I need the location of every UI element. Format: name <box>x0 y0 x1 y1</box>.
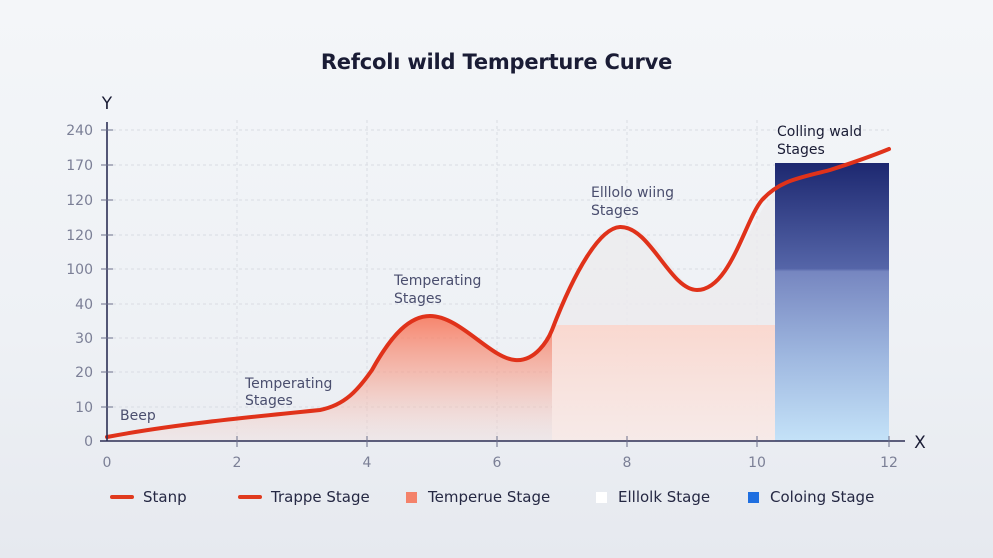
legend-label: Temperue Stage <box>428 488 551 506</box>
line-swatch-icon <box>238 495 262 499</box>
y-tick-label: 20 <box>75 365 93 381</box>
temperature-curve <box>105 147 891 439</box>
legend-item-coloing-stage: Coloing Stage <box>748 488 874 506</box>
annotation-beep: Beep <box>120 408 156 424</box>
y-tick-label: 30 <box>75 331 93 347</box>
x-tick-label: 2 <box>233 455 242 471</box>
legend-item-ellolk-stage: Elllolk Stage <box>596 488 748 506</box>
annotation-temperating-2: Temperating <box>393 273 481 289</box>
ellolk-stage-region <box>552 325 775 441</box>
box-swatch-icon <box>406 491 417 503</box>
coloing-stage-region <box>775 163 889 441</box>
annotation-colling: Colling wald <box>777 124 862 140</box>
x-tick-label: 0 <box>103 455 112 471</box>
annotation-temperating-1: Temperating <box>244 376 332 392</box>
y-tick-label: 120 <box>66 193 93 209</box>
temperue-stage-region <box>107 316 552 441</box>
y-tick-label: 170 <box>66 158 93 174</box>
chart-legend: Stanp Trappe Stage Temperue Stage Elllol… <box>110 486 874 508</box>
legend-label: Coloing Stage <box>770 488 875 506</box>
legend-label: Trappe Stage <box>271 488 370 506</box>
annotation-ellolo: Stages <box>591 203 639 219</box>
legend-item-trappe-stage: Trappe Stage <box>238 488 406 506</box>
legend-item-stanp: Stanp <box>110 488 238 506</box>
x-tick-label: 12 <box>880 455 898 471</box>
y-tick-label: 10 <box>75 400 93 416</box>
annotation-temperating-1: Stages <box>245 393 293 409</box>
x-axis-label: X <box>914 433 926 453</box>
x-tick-label: 6 <box>493 455 502 471</box>
legend-item-temperue-stage: Temperue Stage <box>406 488 596 506</box>
x-tick-label: 4 <box>363 455 372 471</box>
annotation-ellolo: Elllolo wiing <box>591 185 674 201</box>
box-swatch-icon <box>596 491 607 503</box>
line-swatch-icon <box>110 495 134 499</box>
legend-label: Stanp <box>143 488 187 506</box>
x-tick-label: 8 <box>623 455 632 471</box>
y-tick-label: 120 <box>66 228 93 244</box>
annotation-temperating-2: Stages <box>394 291 442 307</box>
chart-title: Refcolı wild Temperture Curve <box>320 50 673 74</box>
y-tick-label: 100 <box>66 262 93 278</box>
y-tick-label: 0 <box>84 434 93 450</box>
legend-label: Elllolk Stage <box>618 488 711 506</box>
y-tick-label: 40 <box>75 297 93 313</box>
y-tick-label: 240 <box>66 123 93 139</box>
x-tick-label: 10 <box>748 455 766 471</box>
box-swatch-icon <box>748 491 759 503</box>
annotation-colling: Stages <box>777 142 825 158</box>
y-axis-label: Y <box>101 94 113 114</box>
